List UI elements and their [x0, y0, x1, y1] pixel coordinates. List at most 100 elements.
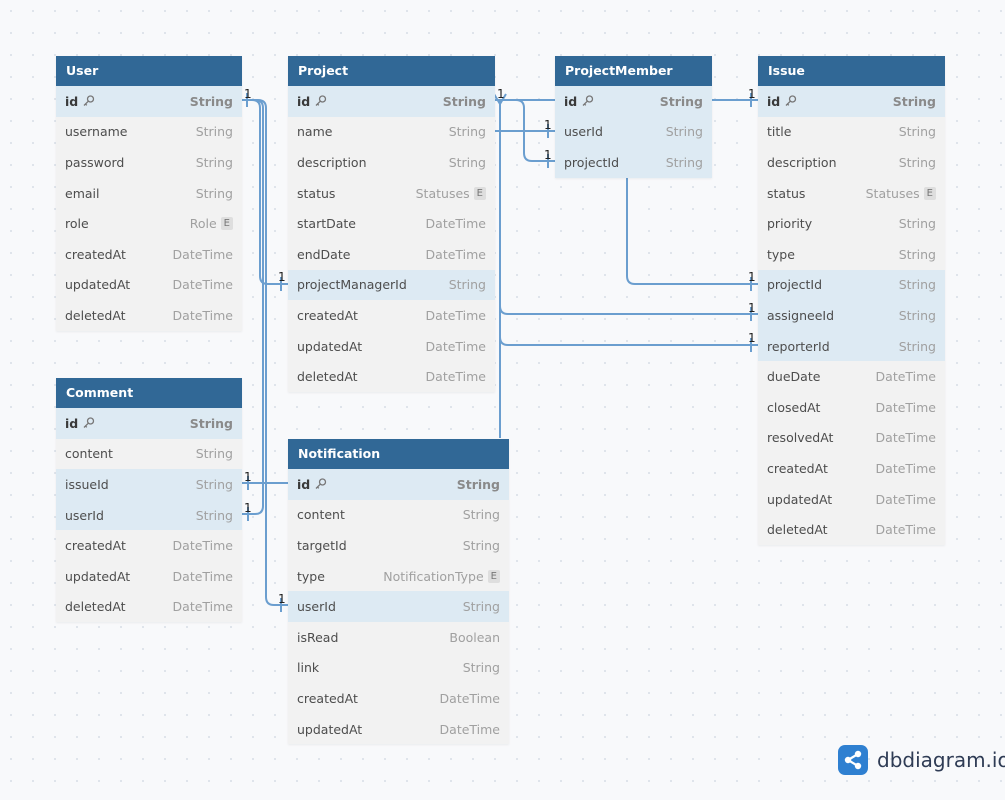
field-type: String [189, 93, 233, 109]
field-row[interactable]: id String [56, 86, 242, 117]
field-row[interactable]: issueId String [56, 469, 242, 500]
field-name: updatedAt [297, 338, 363, 354]
field-row[interactable]: id String [758, 86, 945, 117]
field-type: String [898, 216, 936, 232]
field-row[interactable]: id String [56, 408, 242, 439]
field-type: String [195, 476, 233, 492]
field-row[interactable]: title String [758, 117, 945, 148]
field-name: content [297, 507, 345, 523]
field-type: DateTime [172, 568, 233, 584]
table-header[interactable]: Issue [758, 56, 945, 86]
field-row[interactable]: email String [56, 178, 242, 209]
field-row[interactable]: content String [56, 439, 242, 470]
table-header[interactable]: ProjectMember [555, 56, 712, 86]
field-row[interactable]: projectManagerId String [288, 269, 495, 301]
table-issue[interactable]: Issue id String title String description Strin… [758, 56, 945, 545]
field-row[interactable]: userId String [56, 499, 242, 531]
field-type: String [456, 476, 500, 492]
field-row[interactable]: name String [288, 117, 495, 148]
field-row[interactable]: closedAt DateTime [758, 392, 945, 423]
field-row[interactable]: deletedAt DateTime [288, 361, 495, 392]
field-row[interactable]: endDate DateTime [288, 239, 495, 270]
field-row[interactable]: reporterId String [758, 330, 945, 362]
table-notification[interactable]: Notification id String content String targetI… [288, 439, 509, 745]
field-row[interactable]: createdAt DateTime [56, 530, 242, 561]
field-type: String [665, 124, 703, 140]
field-row[interactable]: projectId String [758, 269, 945, 301]
field-name: deletedAt [297, 369, 358, 385]
table-header[interactable]: Project [288, 56, 495, 86]
field-type: DateTime [425, 246, 486, 262]
field-row[interactable]: createdAt DateTime [56, 239, 242, 270]
field-row[interactable]: createdAt DateTime [758, 453, 945, 484]
field-name: targetId [297, 537, 347, 553]
field-row[interactable]: status Statuses E [288, 178, 495, 209]
field-type: String [892, 93, 936, 109]
connector-issue-assignee [499, 305, 758, 315]
field-row[interactable]: assigneeId String [758, 300, 945, 331]
field-row[interactable]: link String [288, 653, 509, 684]
field-row[interactable]: updatedAt DateTime [56, 270, 242, 301]
field-row[interactable]: userId String [288, 591, 509, 622]
key-icon [82, 417, 95, 429]
field-row[interactable]: type NotificationType E [288, 561, 509, 592]
field-row[interactable]: deletedAt DateTime [758, 514, 945, 545]
field-row[interactable]: updatedAt DateTime [288, 714, 509, 745]
table-header[interactable]: Notification [288, 439, 509, 469]
field-type: DateTime [425, 369, 486, 385]
field-row[interactable]: username String [56, 117, 242, 148]
table-comment[interactable]: Comment id String content String issueId Strin… [56, 378, 242, 623]
key-icon [784, 95, 797, 107]
table-projectmember[interactable]: ProjectMember id String userId String project… [555, 56, 712, 178]
field-name: userId [297, 599, 336, 615]
field-name: status [767, 185, 806, 201]
field-row[interactable]: content String [288, 500, 509, 531]
field-row[interactable]: projectId String [555, 147, 712, 178]
field-type: DateTime [172, 277, 233, 293]
field-type: DateTime [875, 491, 936, 507]
rel-label-pm-userid-1: 1 [544, 118, 552, 132]
field-name: updatedAt [65, 277, 131, 293]
field-type: String [442, 93, 486, 109]
table-header[interactable]: Comment [56, 378, 242, 408]
field-row[interactable]: password String [56, 147, 242, 178]
enum-badge: E [473, 186, 486, 200]
field-row[interactable]: description String [288, 147, 495, 178]
field-row[interactable]: startDate DateTime [288, 208, 495, 239]
field-name: email [65, 185, 100, 201]
field-row[interactable]: priority String [758, 208, 945, 239]
brand-name: dbdiagram.io [877, 748, 1005, 772]
field-row[interactable]: id String [288, 469, 509, 500]
field-row[interactable]: type String [758, 239, 945, 270]
field-name: priority [767, 216, 813, 232]
field-row[interactable]: role Role E [56, 208, 242, 239]
field-row[interactable]: deletedAt DateTime [56, 300, 242, 331]
enum-badge: E [923, 186, 936, 200]
field-row[interactable]: description String [758, 147, 945, 178]
field-row[interactable]: updatedAt DateTime [288, 331, 495, 362]
field-row[interactable]: userId String [555, 116, 712, 148]
table-user[interactable]: User id String username String password String… [56, 56, 242, 331]
field-row[interactable]: updatedAt DateTime [56, 561, 242, 592]
rel-label-pm-projectid-1: 1 [544, 148, 552, 162]
field-row[interactable]: id String [555, 86, 712, 117]
field-name: id [65, 415, 79, 431]
field-row[interactable]: dueDate DateTime [758, 361, 945, 392]
field-name: id [297, 476, 311, 492]
field-row[interactable]: id String [288, 86, 495, 117]
rel-label-issue-projectid-1: 1 [748, 270, 756, 284]
field-row[interactable]: updatedAt DateTime [758, 484, 945, 515]
field-row[interactable]: createdAt DateTime [288, 683, 509, 714]
rel-label-issue-reporter-1: 1 [748, 331, 756, 345]
field-type: String [189, 415, 233, 431]
field-row[interactable]: targetId String [288, 530, 509, 561]
table-header[interactable]: User [56, 56, 242, 86]
field-row[interactable]: isRead Boolean [288, 622, 509, 653]
field-row[interactable]: status Statuses E [758, 178, 945, 209]
field-row[interactable]: resolvedAt DateTime [758, 423, 945, 454]
field-name: updatedAt [65, 568, 131, 584]
field-row[interactable]: createdAt DateTime [288, 300, 495, 331]
table-project[interactable]: Project id String name String description Stri… [288, 56, 495, 392]
dbdiagram-logo[interactable]: dbdiagram.io [838, 745, 1005, 775]
field-row[interactable]: deletedAt DateTime [56, 592, 242, 623]
